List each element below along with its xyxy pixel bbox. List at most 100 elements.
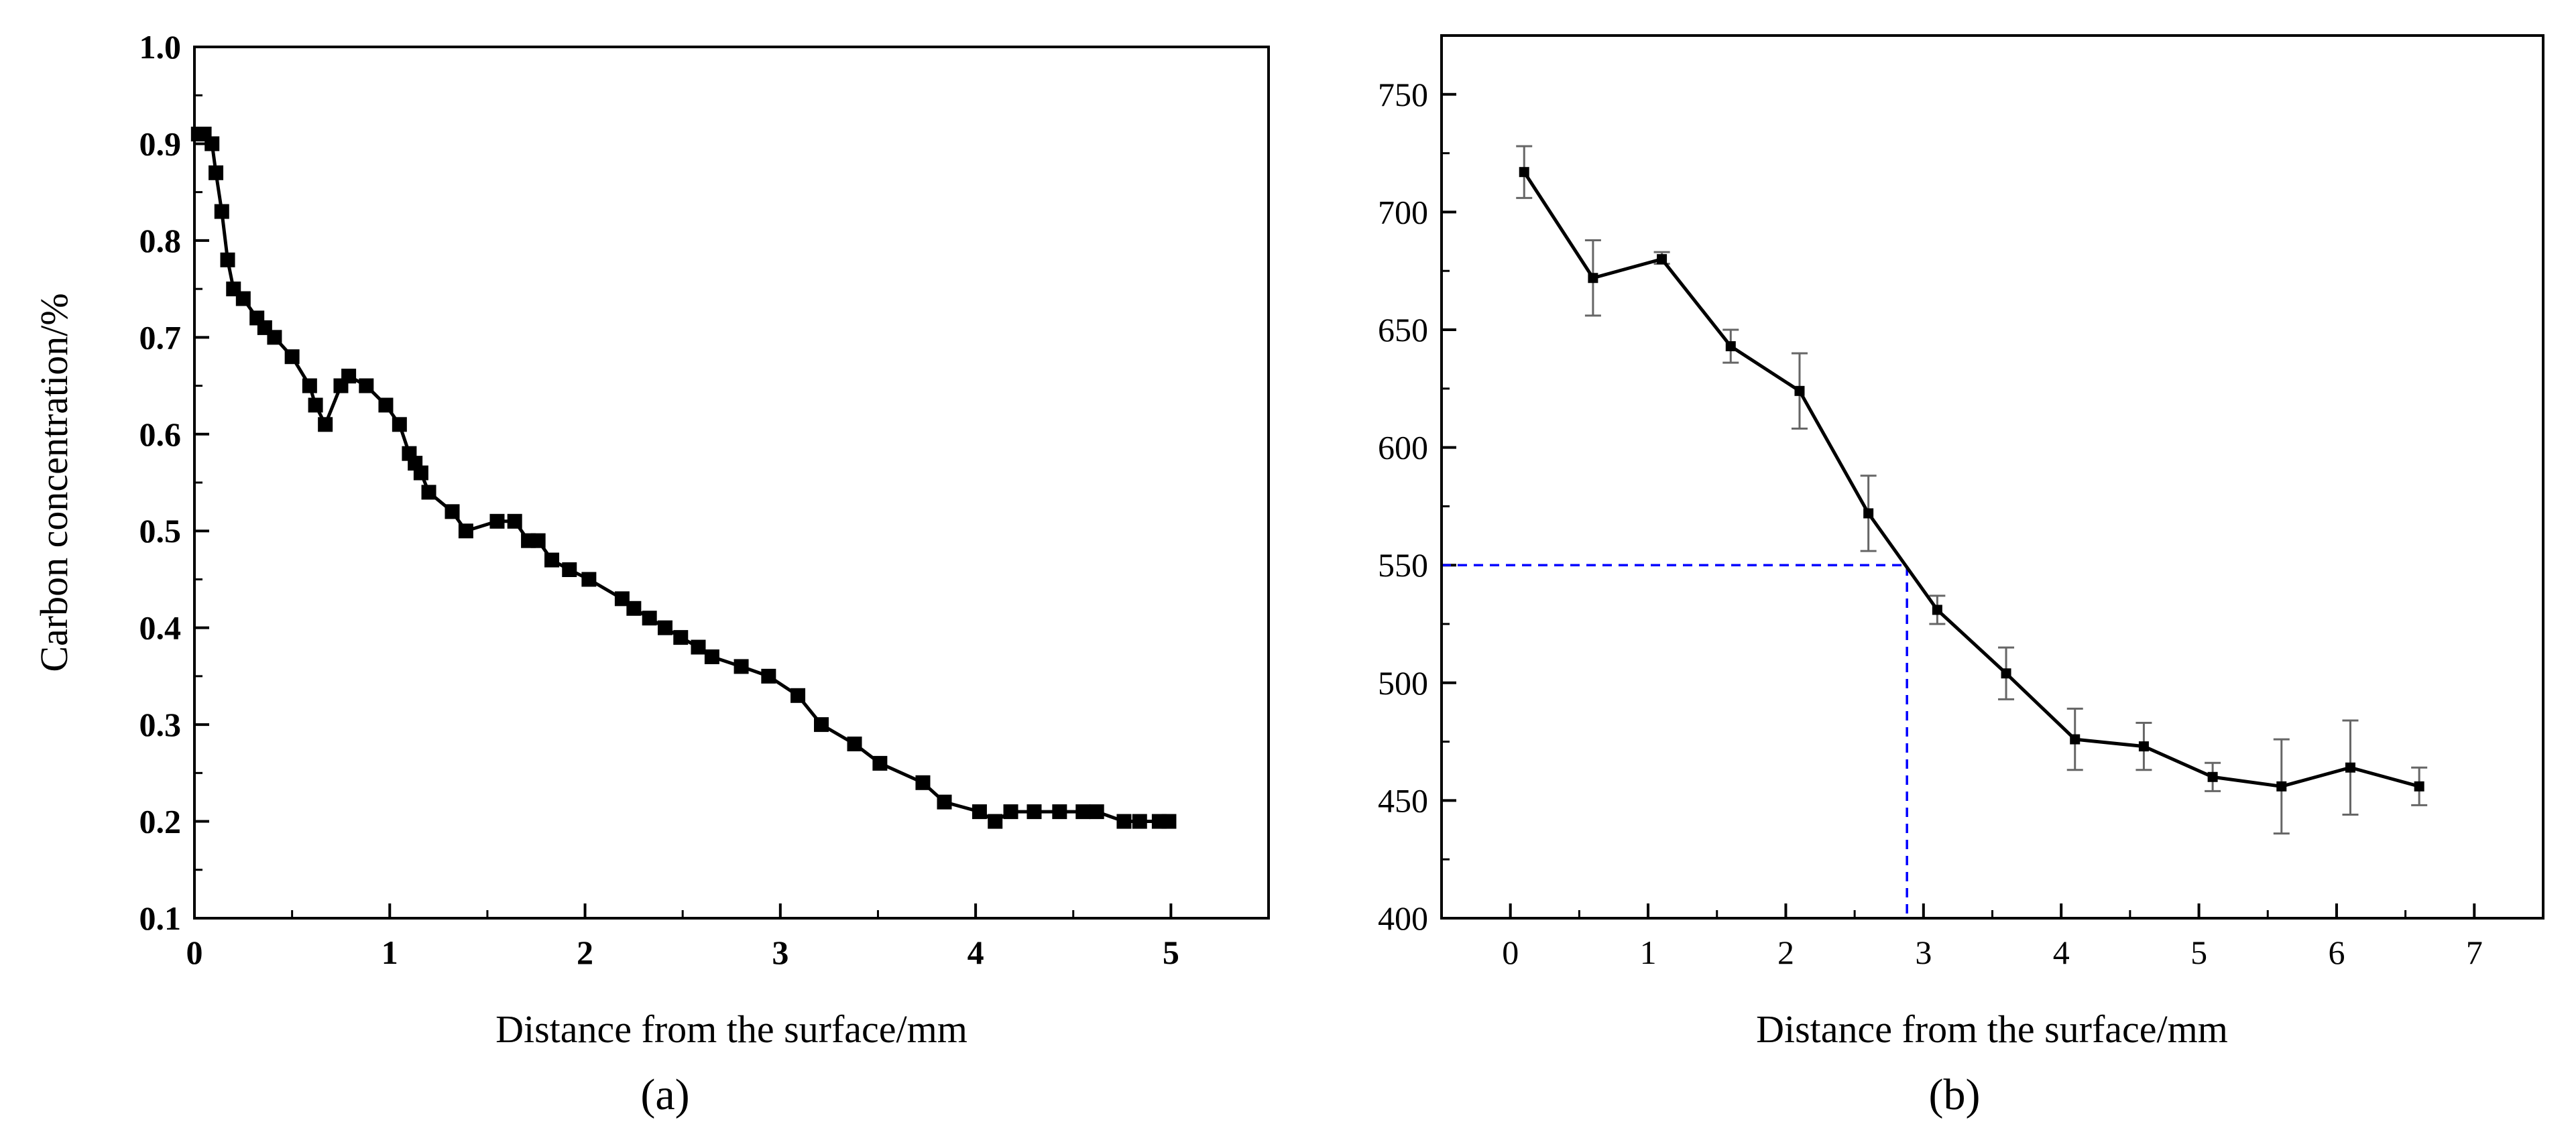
y-tick-label: 0.3	[139, 706, 182, 743]
data-point	[235, 291, 251, 306]
data-point	[359, 378, 374, 393]
x-tick-label: 4	[968, 934, 984, 971]
y-tick-label: 0.6	[139, 416, 182, 453]
panel-a-tick-labels: 0 1 2 3 4 5 0.1 0.2 0.3 0.4 0.5 0.6 0.7 0.8 0.9 1.0	[139, 28, 1179, 971]
panel-b-tick-labels: 0 1 2 3 4 5 6 7 400 450 500 550 600 650 700 750	[1378, 76, 2483, 971]
data-point	[413, 465, 428, 481]
data-point	[937, 794, 952, 810]
data-point	[791, 688, 806, 703]
data-point	[1089, 804, 1104, 820]
x-tick-label: 4	[2053, 934, 2070, 971]
data-point	[2070, 734, 2081, 745]
y-tick-label: 650	[1378, 311, 1428, 349]
data-point	[1052, 804, 1067, 820]
data-point	[872, 755, 888, 771]
data-point	[1075, 804, 1091, 820]
data-point	[392, 417, 407, 432]
data-point	[657, 620, 672, 635]
data-point	[915, 775, 931, 790]
y-tick-label: 1.0	[139, 28, 182, 66]
x-tick-label: 1	[382, 934, 398, 971]
y-tick-label: 0.9	[139, 125, 182, 162]
data-point	[378, 397, 394, 413]
panel-a-xlabel: Distance from the surface/mm	[495, 1007, 968, 1051]
y-tick-label: 0.5	[139, 512, 182, 550]
data-point	[673, 630, 689, 645]
data-point	[1132, 814, 1147, 829]
panel-a-ylabel: Carbon concentration/%	[32, 293, 76, 672]
data-point	[318, 417, 333, 432]
panel-b-error-bars	[1516, 145, 2428, 835]
x-tick-label: 1	[1640, 934, 1657, 971]
panel-a-chart: 0 1 2 3 4 5 0.1 0.2 0.3 0.4 0.5 0.6 0.7 0.8 0.9 1.0 Car…	[32, 28, 1270, 1119]
data-point	[445, 504, 460, 519]
x-tick-label: 6	[2328, 934, 2345, 971]
panel-a-axes-frame	[193, 46, 1270, 920]
x-tick-label: 2	[577, 934, 593, 971]
data-point	[2345, 762, 2355, 773]
panel-b-series	[1519, 167, 2424, 792]
data-point	[1932, 605, 1942, 615]
series-line	[198, 132, 1169, 824]
x-tick-label: 3	[1915, 934, 1932, 971]
data-point	[626, 601, 642, 616]
data-point	[2001, 668, 2011, 679]
y-tick-label: 400	[1378, 899, 1428, 937]
data-point	[1725, 341, 1736, 352]
data-point	[1588, 273, 1598, 284]
data-point	[1794, 385, 1805, 396]
data-point	[847, 737, 862, 751]
x-tick-label: 7	[2466, 934, 2483, 971]
data-point	[421, 485, 436, 500]
data-point	[2138, 741, 2149, 752]
data-point	[704, 649, 719, 664]
data-point	[1161, 814, 1177, 829]
data-point	[1003, 804, 1018, 820]
data-point	[308, 397, 323, 413]
panel-a-series	[190, 127, 1177, 829]
data-point	[988, 814, 1003, 829]
data-point	[302, 378, 317, 393]
data-point	[734, 659, 749, 674]
data-point	[458, 523, 473, 539]
data-point	[1027, 804, 1042, 820]
data-point	[507, 513, 522, 529]
x-tick-label: 3	[772, 934, 788, 971]
y-tick-label: 600	[1378, 429, 1428, 466]
panel-a-ticks	[193, 46, 1173, 920]
data-point	[813, 717, 829, 733]
data-point	[1657, 254, 1667, 265]
data-point	[544, 552, 560, 568]
panel-a-label: (a)	[640, 1070, 689, 1119]
data-point	[581, 572, 597, 587]
panel-b-label: (b)	[1929, 1070, 1981, 1119]
data-point	[284, 349, 300, 365]
y-tick-label: 0.4	[139, 609, 182, 647]
y-tick-label: 450	[1378, 781, 1428, 819]
data-point	[1863, 508, 1874, 519]
y-tick-label: 550	[1378, 546, 1428, 584]
data-point	[972, 804, 987, 820]
panel-b-axes-frame	[1440, 34, 2544, 920]
data-point	[1519, 167, 1529, 178]
x-tick-label: 0	[186, 934, 203, 971]
data-point	[1116, 814, 1132, 829]
y-tick-label: 700	[1378, 193, 1428, 231]
data-point	[2276, 781, 2287, 792]
y-tick-label: 750	[1378, 76, 1428, 113]
panel-b-ticks	[1440, 34, 2476, 920]
reference-guide-line	[1442, 564, 1908, 918]
data-point	[489, 513, 505, 529]
y-tick-label: 0.8	[139, 222, 182, 259]
data-point	[209, 165, 224, 180]
data-point	[761, 668, 776, 684]
data-point	[204, 136, 220, 151]
data-point	[614, 591, 630, 607]
x-tick-label: 5	[1163, 934, 1179, 971]
x-tick-label: 5	[2190, 934, 2207, 971]
data-point	[220, 252, 235, 267]
data-point	[267, 330, 282, 345]
data-point	[2414, 781, 2424, 792]
panel-b-chart: 0 1 2 3 4 5 6 7 400 450 500 550 600 650 700 750 Distanc…	[1378, 34, 2544, 1119]
